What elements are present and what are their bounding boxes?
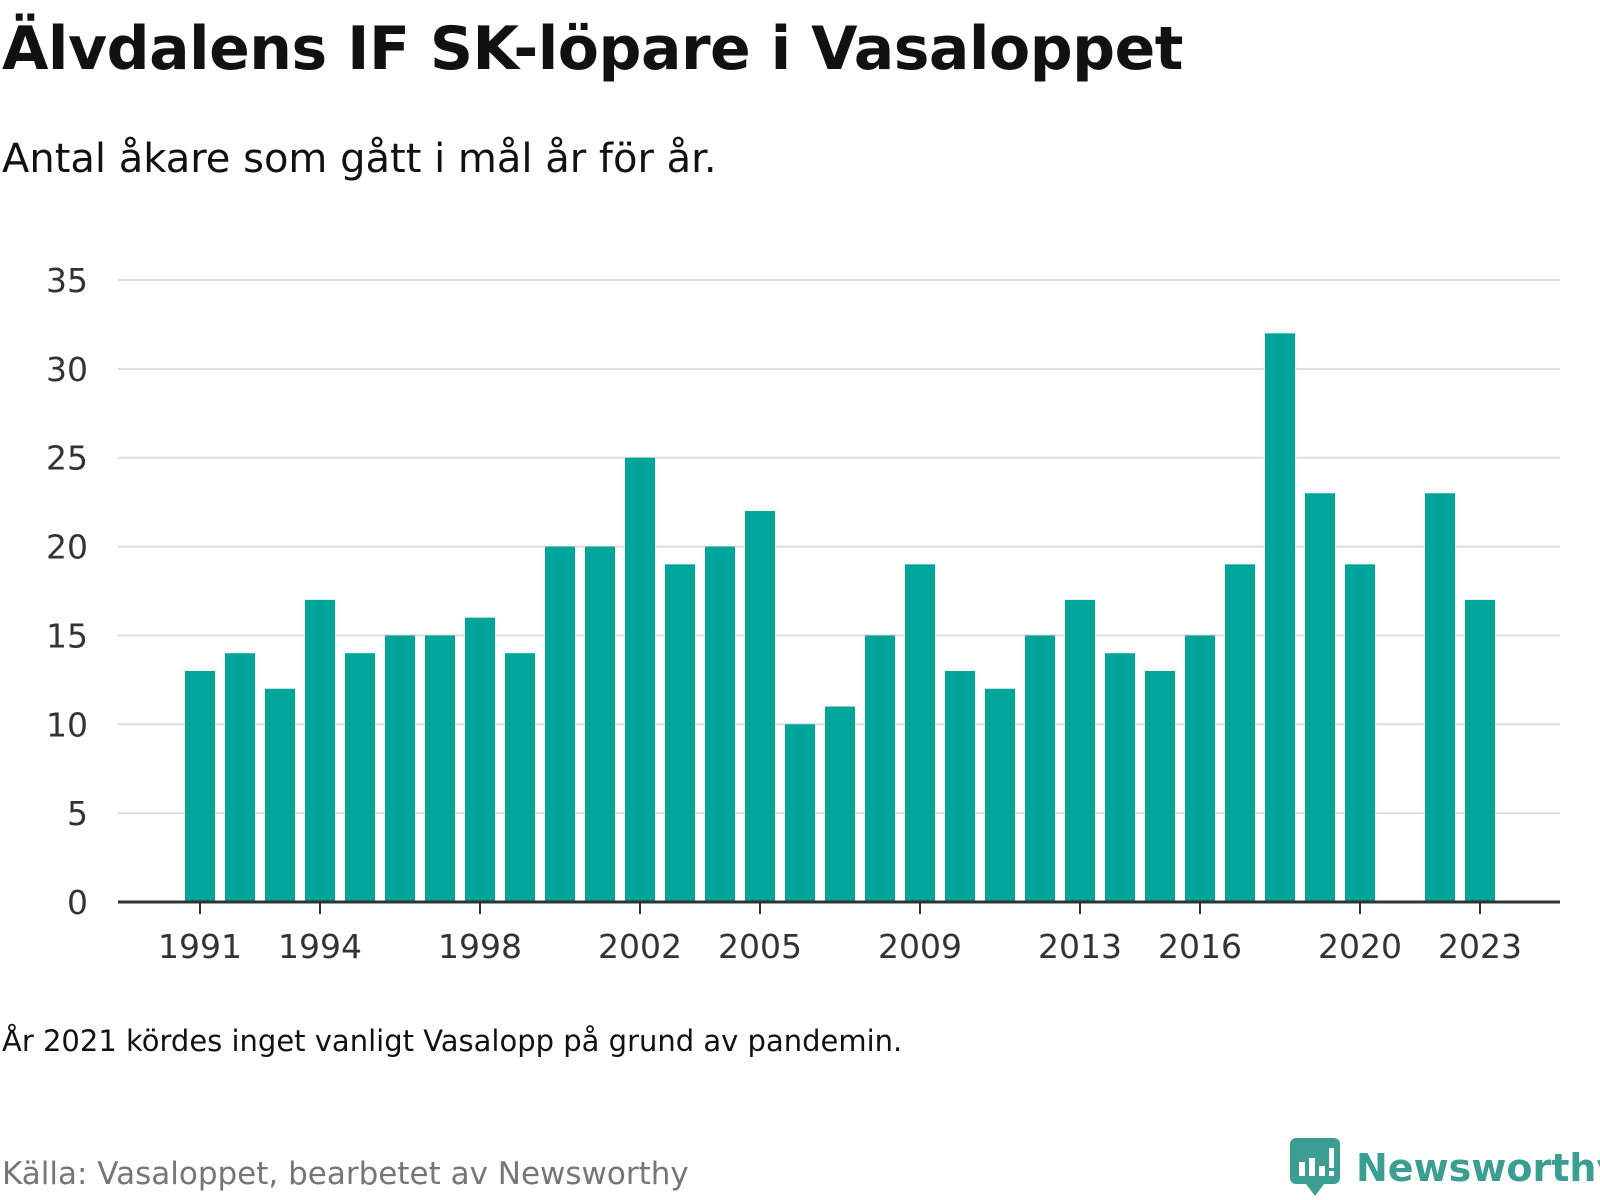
- x-tick-label: 2013: [1038, 927, 1122, 960]
- x-tick-label: 2009: [878, 927, 962, 960]
- bar-1997: [425, 635, 455, 902]
- source-text: Källa: Vasaloppet, bearbetet av Newswort…: [2, 1156, 689, 1192]
- chart-note: År 2021 kördes inget vanligt Vasalopp på…: [2, 1024, 903, 1058]
- bar-2019: [1305, 493, 1335, 902]
- bar-2006: [785, 724, 815, 902]
- bar-1992: [225, 653, 255, 902]
- bar-1991: [185, 670, 215, 902]
- newsworthy-logo-icon: [1290, 1138, 1340, 1196]
- y-tick-label: 5: [67, 794, 88, 833]
- bar-2005: [745, 511, 775, 902]
- brand-logo: Newsworthy: [1290, 1138, 1600, 1198]
- x-tick-label: 1994: [278, 927, 362, 960]
- bar-2023: [1465, 599, 1495, 902]
- bar-2012: [1025, 635, 1055, 902]
- x-tick-label: 2002: [598, 927, 682, 960]
- x-tick-label: 1998: [438, 927, 522, 960]
- bar-chart: 0 5 10 15 20 25 30 35 1991 1994 1998 2002 2005 2009 2…: [46, 261, 1560, 960]
- y-tick-label: 25: [46, 439, 88, 478]
- bar-2001: [585, 546, 615, 902]
- y-tick-label: 30: [46, 350, 88, 389]
- y-tick-label: 35: [46, 261, 88, 300]
- bar-1993: [265, 688, 295, 902]
- bar-2004: [705, 546, 735, 902]
- y-tick-label: 15: [46, 616, 88, 655]
- bar-2010: [945, 670, 975, 902]
- bar-2007: [825, 706, 855, 902]
- y-axis-ticks: 0 5 10 15 20 25 30 35: [46, 261, 88, 922]
- bar-2003: [665, 564, 695, 902]
- bar-1998: [465, 617, 495, 902]
- brand-name: Newsworthy: [1356, 1146, 1600, 1190]
- bar-2000: [545, 546, 575, 902]
- bars: [185, 333, 1495, 902]
- chart-title: Älvdalens IF SK-löpare i Vasaloppet: [2, 14, 1183, 84]
- y-tick-label: 10: [46, 705, 88, 744]
- bar-2020: [1345, 564, 1375, 902]
- bar-1999: [505, 653, 535, 902]
- x-tick-label: 2023: [1438, 927, 1522, 960]
- x-tick-label: 1991: [158, 927, 242, 960]
- x-tick-label: 2016: [1158, 927, 1242, 960]
- x-tick-label: 2005: [718, 927, 802, 960]
- bar-2022: [1425, 493, 1455, 902]
- bar-2018: [1265, 333, 1295, 902]
- bar-2002: [625, 457, 655, 902]
- bar-1994: [305, 599, 335, 902]
- bar-2011: [985, 688, 1015, 902]
- bar-2008: [865, 635, 895, 902]
- bar-2016: [1185, 635, 1215, 902]
- bar-1996: [385, 635, 415, 902]
- bar-2014: [1105, 653, 1135, 902]
- y-tick-label: 0: [67, 883, 88, 922]
- x-tick-label: 2020: [1318, 927, 1402, 960]
- bar-2017: [1225, 564, 1255, 902]
- bar-2015: [1145, 670, 1175, 902]
- bar-2009: [905, 564, 935, 902]
- bar-2013: [1065, 599, 1095, 902]
- bar-1995: [345, 653, 375, 902]
- chart-subtitle: Antal åkare som gått i mål år för år.: [2, 136, 717, 182]
- y-tick-label: 20: [46, 528, 88, 567]
- x-axis-ticks: 1991 1994 1998 2002 2005 2009 2013 2016 2020 2023: [158, 902, 1522, 960]
